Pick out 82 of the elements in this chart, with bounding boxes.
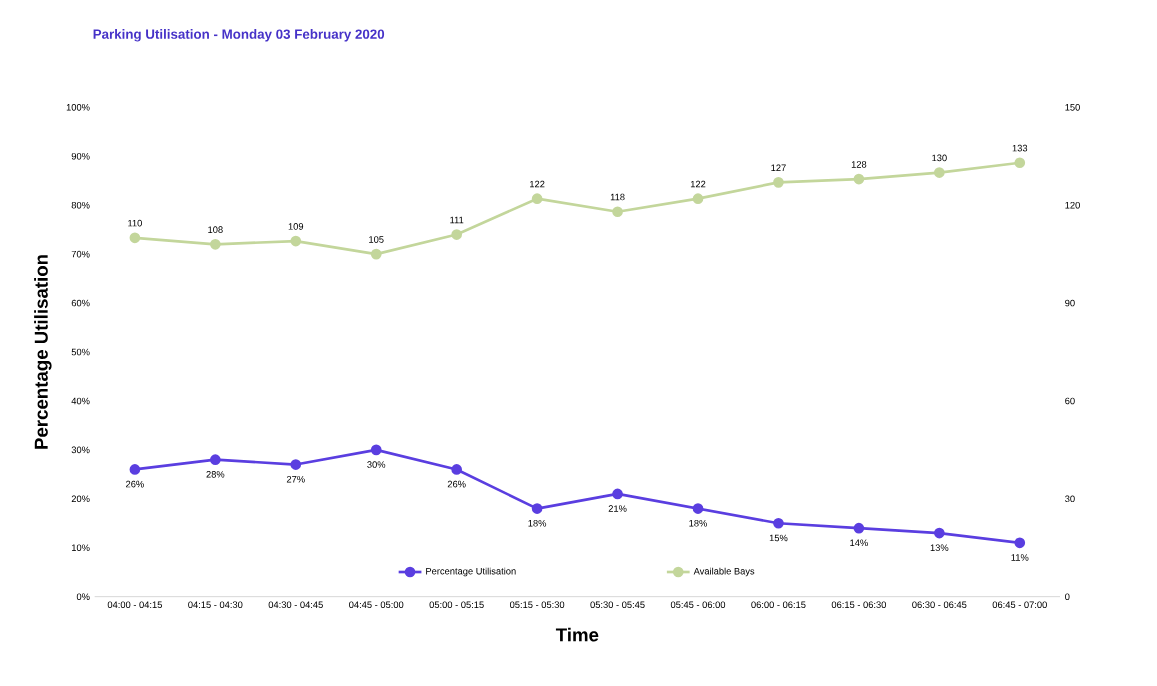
y-tick-label: 90% — [71, 152, 90, 160]
point — [934, 527, 945, 539]
y-axis-title: Percentage Utilisation — [34, 255, 52, 449]
x-tick-label: 06:45 - 07:00 — [992, 601, 1047, 608]
data-label: 133 — [1012, 144, 1028, 152]
x-tick-label: 05:00 - 05:15 — [429, 601, 484, 608]
x-tick-label: 05:15 - 05:30 — [509, 601, 565, 608]
y2-tick-label: 0 — [1065, 593, 1070, 600]
point — [1014, 537, 1026, 549]
data-label: 130 — [932, 154, 947, 162]
y-tick-label: 70% — [71, 250, 90, 258]
point — [370, 444, 382, 456]
data-label: 118 — [610, 193, 625, 201]
point — [290, 459, 302, 470]
y-tick-label: 50% — [71, 348, 90, 356]
y-tick-label: 80% — [71, 201, 90, 209]
y2-tick-label: 120 — [1065, 201, 1080, 209]
x-tick-label: 04:15 - 04:30 — [188, 601, 243, 608]
point — [290, 235, 302, 247]
data-label: 127 — [771, 164, 786, 171]
point — [612, 488, 623, 500]
data-label: 27% — [286, 475, 305, 483]
data-label: 122 — [530, 180, 545, 188]
point — [210, 239, 221, 250]
data-label: 110 — [128, 219, 142, 227]
point — [692, 193, 704, 205]
point — [773, 177, 784, 188]
y2-tick-label: 90 — [1065, 299, 1075, 307]
point — [612, 206, 623, 218]
y-tick-label: 100% — [66, 104, 90, 111]
data-label: 30% — [367, 461, 386, 468]
data-label: 15% — [769, 534, 788, 542]
x-tick-label: 05:45 - 06:00 — [670, 601, 726, 608]
x-tick-label: 06:30 - 06:45 — [912, 601, 967, 608]
legend-label: Percentage Utilisation — [426, 567, 516, 577]
y2-tick-label: 150 — [1065, 104, 1080, 111]
y-tick-label: 60% — [71, 299, 90, 307]
y-tick-label: 0% — [76, 593, 90, 600]
data-label: 28% — [206, 471, 225, 478]
x-tick-label: 06:00 - 06:15 — [751, 601, 806, 608]
point — [370, 248, 382, 260]
data-label: 14% — [850, 539, 868, 547]
point — [531, 503, 543, 514]
chart-title: Parking Utilisation - Monday 03 February 2020 — [93, 29, 385, 42]
point — [853, 173, 865, 185]
point — [210, 454, 221, 465]
point — [451, 464, 463, 475]
data-label: 105 — [369, 236, 384, 243]
data-label: 21% — [608, 505, 627, 512]
data-label: 11% — [1011, 554, 1029, 561]
data-label: 26% — [447, 480, 466, 488]
x-axis-title: Time — [555, 627, 599, 642]
data-label: 109 — [288, 223, 304, 230]
y-tick-label: 40% — [71, 397, 90, 405]
data-label: 128 — [851, 161, 867, 168]
y-tick-label: 10% — [71, 544, 90, 552]
data-label: 108 — [208, 226, 223, 233]
point — [129, 464, 141, 475]
data-label: 111 — [450, 216, 464, 224]
y-tick-label: 20% — [71, 495, 90, 503]
data-label: 122 — [690, 180, 706, 188]
x-tick-label: 04:00 - 04:15 — [107, 601, 162, 608]
x-tick-label: 04:45 - 05:00 — [349, 601, 404, 608]
data-label: 26% — [126, 480, 144, 488]
x-tick-label: 06:15 - 06:30 — [831, 601, 887, 608]
point — [451, 229, 463, 240]
data-label: 18% — [528, 519, 547, 527]
x-tick-label: 04:30 - 04:45 — [268, 601, 323, 608]
data-label: 13% — [930, 544, 949, 552]
x-tick-label: 05:30 - 05:45 — [590, 601, 645, 608]
point — [531, 193, 543, 205]
data-label: 18% — [689, 519, 708, 527]
point — [129, 232, 141, 244]
y-tick-label: 30% — [71, 446, 90, 454]
y2-tick-label: 60 — [1065, 397, 1075, 405]
point — [1014, 157, 1026, 169]
point — [853, 522, 865, 534]
point — [934, 167, 945, 178]
point — [692, 503, 704, 514]
y2-tick-label: 30 — [1065, 495, 1075, 503]
point — [773, 517, 784, 529]
legend-label: Available Bays — [693, 567, 755, 577]
